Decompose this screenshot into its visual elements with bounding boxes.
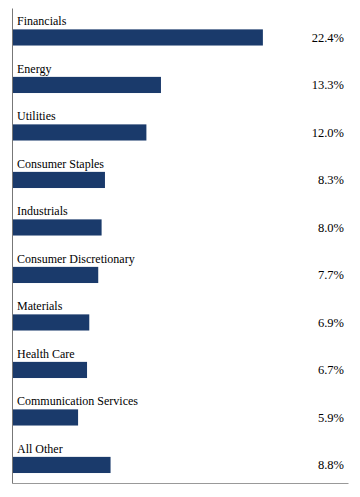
value-label: 6.9% (318, 316, 344, 330)
category-label: Financials (17, 14, 67, 28)
chart: Financials Energy Utilities Consumer Staple… (0, 0, 360, 497)
category-label: Health Care (17, 347, 75, 361)
bar (12, 409, 78, 425)
value-label: 22.4% (312, 31, 344, 45)
labels: Financials Energy Utilities Consumer Staple… (17, 14, 344, 472)
x-axis (13, 483, 349, 484)
value-label: 6.7% (318, 363, 344, 377)
category-label: Materials (17, 299, 63, 313)
x-axis-line (13, 483, 349, 484)
category-label: Consumer Staples (17, 157, 104, 171)
bar (12, 457, 111, 473)
y-axis-line (12, 9, 13, 484)
value-label: 8.0% (318, 221, 344, 235)
value-label: 8.3% (318, 173, 344, 187)
value-label: 7.7% (318, 268, 344, 282)
bar (12, 172, 105, 188)
bars (12, 29, 263, 473)
bar (12, 267, 98, 283)
bar (12, 219, 102, 235)
plot: Financials Energy Utilities Consumer Staple… (12, 9, 349, 484)
category-label: Industrials (17, 204, 68, 218)
category-label: Consumer Discretionary (17, 252, 135, 266)
bar (12, 77, 161, 93)
bar (12, 29, 263, 45)
category-label: Communication Services (17, 394, 138, 408)
value-label: 13.3% (312, 78, 344, 92)
category-label: All Other (17, 442, 63, 456)
bar (12, 124, 146, 140)
category-label: Utilities (17, 109, 56, 123)
value-label: 8.8% (318, 458, 344, 472)
value-label: 12.0% (312, 126, 344, 140)
bar (12, 314, 89, 330)
category-label: Energy (17, 62, 51, 76)
value-label: 5.9% (318, 411, 344, 425)
y-axis (12, 9, 13, 484)
bar (12, 362, 87, 378)
